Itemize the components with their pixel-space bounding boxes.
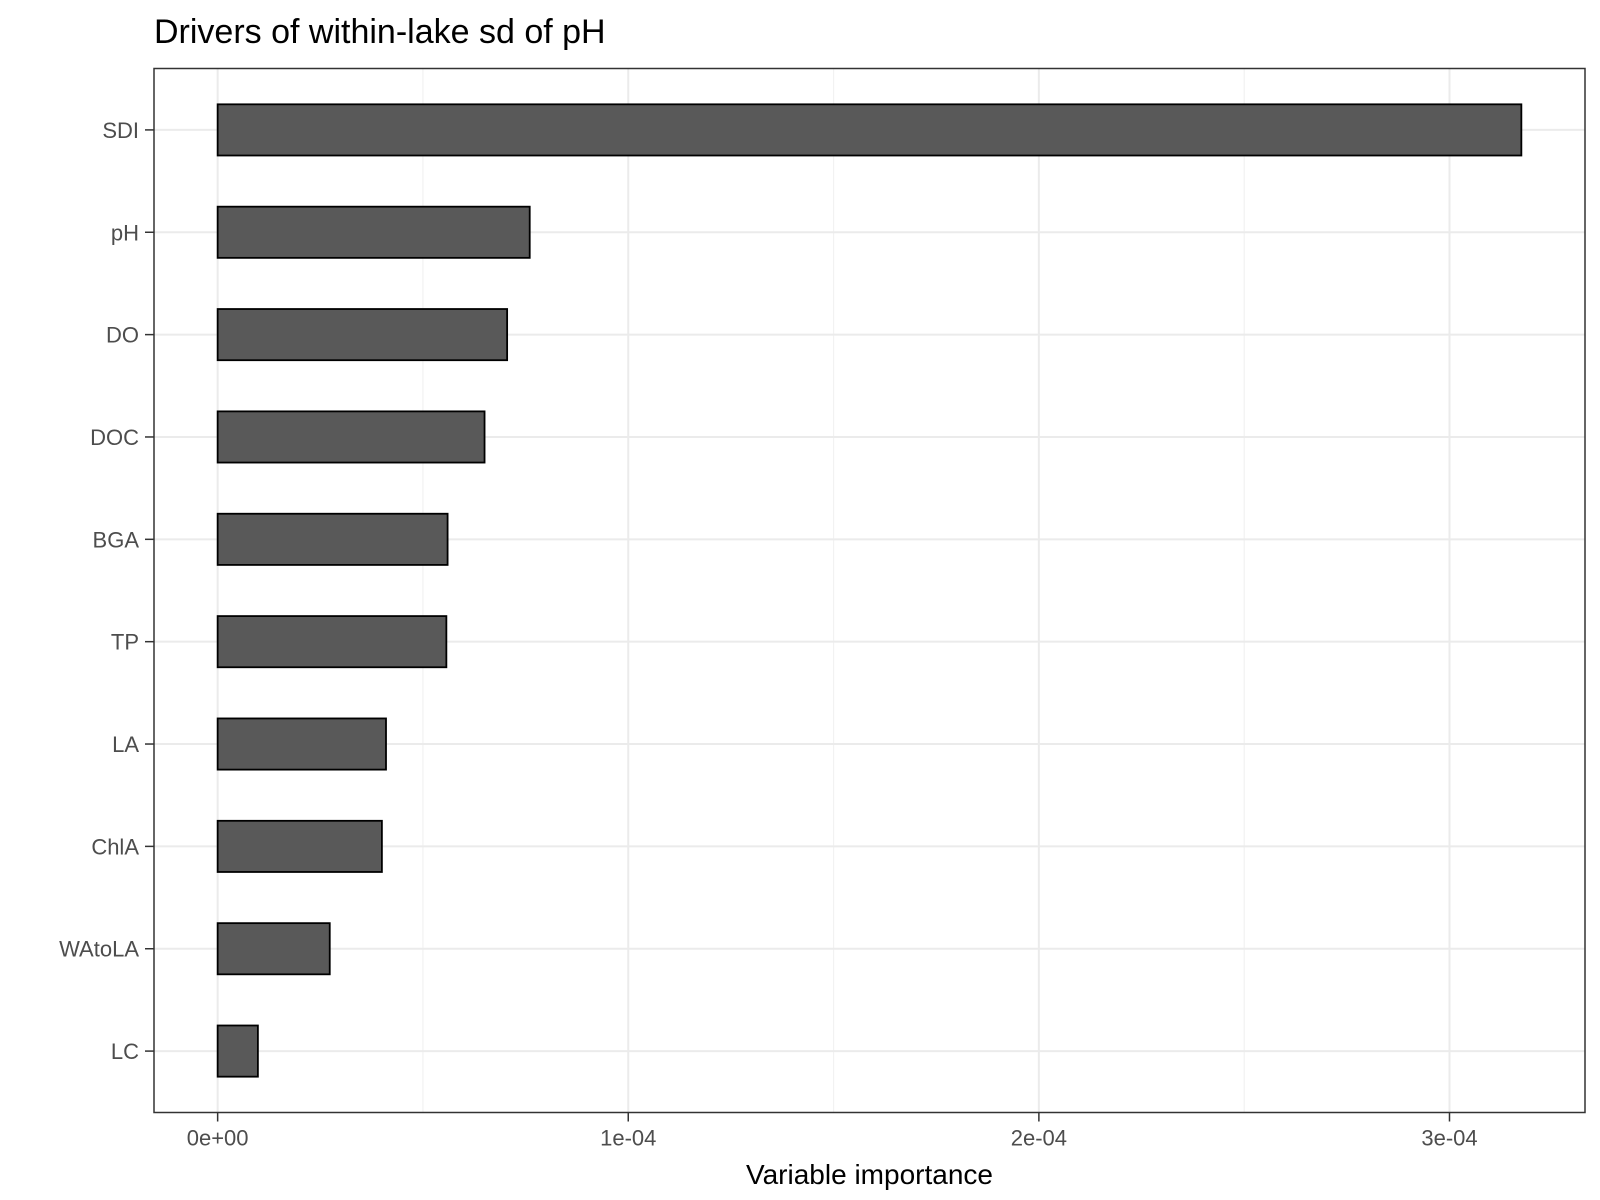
x-tick-label: 3e-04	[1421, 1126, 1477, 1151]
y-tick-label: TP	[111, 630, 139, 655]
bars	[216, 103, 1523, 1078]
y-tick-label: BGA	[93, 527, 140, 552]
bar-ph	[216, 205, 531, 259]
x-tick-label: 2e-04	[1011, 1126, 1067, 1151]
bar-chla	[216, 819, 383, 873]
bar-do	[216, 308, 509, 362]
y-axis: SDI pH DO DOC BGA TP LA ChlA WAtoLA LC	[59, 118, 154, 1064]
x-tick-label: 0e+00	[187, 1126, 249, 1151]
x-axis-title: Variable importance	[746, 1159, 993, 1190]
bar-lc	[216, 1024, 259, 1078]
bar-watola	[216, 922, 331, 976]
bar-tp	[216, 615, 448, 669]
y-tick-label: pH	[111, 220, 139, 245]
y-tick-label: SDI	[102, 118, 139, 143]
bar-bga	[216, 512, 449, 566]
x-tick-label: 1e-04	[600, 1126, 656, 1151]
y-tick-label: LA	[112, 732, 139, 757]
y-tick-label: DO	[106, 323, 139, 348]
y-tick-label: WAtoLA	[59, 937, 139, 962]
y-tick-label: DOC	[90, 425, 139, 450]
bar-la	[216, 717, 387, 771]
x-axis: 0e+00 1e-04 2e-04 3e-04	[187, 1112, 1478, 1151]
plot-panel-border	[153, 67, 1586, 1114]
bar-sdi	[216, 103, 1523, 157]
y-tick-label: ChlA	[91, 834, 139, 859]
y-tick-label: LC	[111, 1039, 139, 1064]
chart-title: Drivers of within-lake sd of pH	[154, 13, 606, 51]
bar-doc	[216, 410, 486, 464]
